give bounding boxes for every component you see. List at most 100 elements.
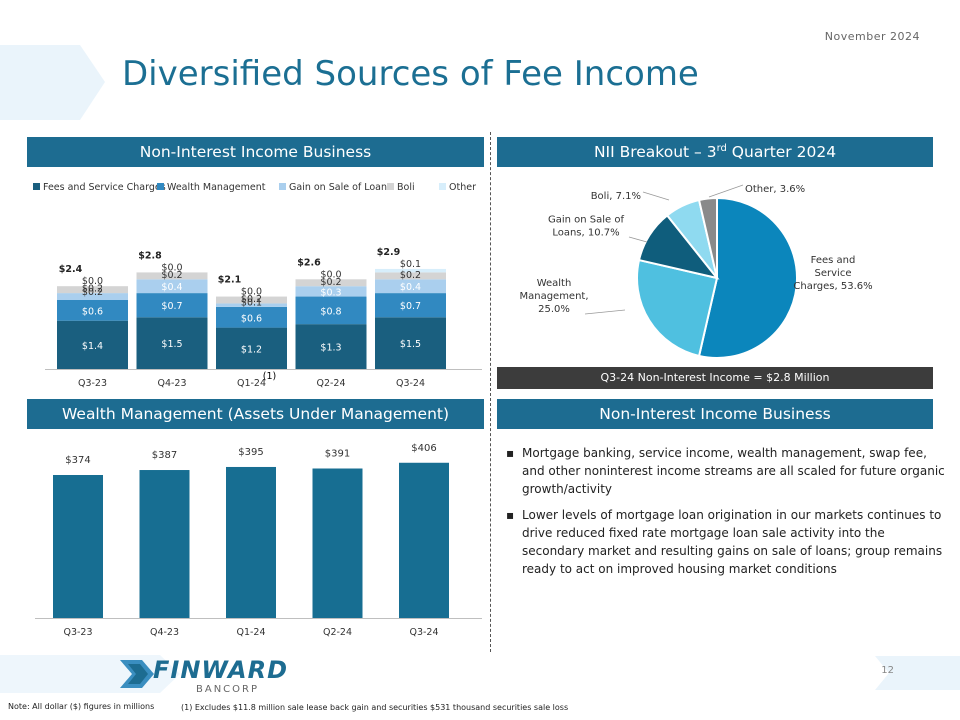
data-label: $0.2 [82,287,103,298]
category-label: Q1-24 [237,378,266,389]
data-label: $0.4 [400,282,421,293]
data-label: $0.1 [400,259,421,270]
data-label: $1.5 [161,339,182,350]
pie-label: Other, 3.6% [745,184,805,195]
stacked-bar-chart: Fees and Service Charges Wealth Managemen… [33,182,482,389]
data-label: $0.2 [241,294,262,305]
total-label: $2.9 [377,247,400,258]
total-income-label: Q3-24 Non-Interest Income = $2.8 Million [497,367,933,389]
category-label: Q1-24 [236,627,265,638]
data-label: $1.5 [400,339,421,350]
data-label: $387 [152,450,177,461]
category-note: (1) [263,371,276,382]
bar-segment-3 [216,296,287,304]
data-label: $0.2 [400,270,421,281]
bar-segment-3 [295,279,367,287]
bar-segment-4 [375,268,446,273]
category-label: Q4-23 [157,378,186,389]
legend-label: Wealth Management [167,182,266,193]
data-label: $374 [65,455,90,466]
decorative-banner-shape [0,45,105,120]
bar-segment-2 [57,293,128,300]
aum-bar [399,462,449,618]
legend-label: Fees and Service Charges [43,182,166,193]
pie-slice [636,258,719,358]
pie-label: Service [815,268,852,279]
note-text: Note: All dollar ($) figures in millions [8,702,155,711]
data-label: $1.4 [82,341,103,352]
data-label: $0.7 [400,301,421,312]
leader-line [708,184,744,198]
legend-label: Boli [397,182,415,193]
bar-segment-0 [295,324,367,369]
bar-segment-3 [57,286,128,294]
leader-line [628,236,648,243]
logo-name: FINWARD [153,656,289,684]
category-label: Q2-24 [316,378,345,389]
data-label: $395 [238,447,263,458]
aum-bar [53,475,103,618]
bar-segment-3 [136,272,208,280]
panel-header-nii-breakout: NII Breakout – 3rd Quarter 2024 [497,137,933,167]
category-label: Q3-23 [63,627,92,638]
legend-swatch [439,183,446,190]
bar-segment-1 [57,300,128,321]
data-label: $0.2 [161,270,182,281]
bar-segment-1 [216,306,287,328]
footnote-text: (1) Excludes $11.8 million sale lease ba… [181,703,569,712]
date-label: November 2024 [824,30,920,43]
nii-breakout-title-main: NII Breakout – 3 [593,143,717,161]
leader-line [642,191,670,201]
data-label: $0.4 [161,282,182,293]
bullet-list: Mortgage banking, service income, wealth… [505,444,945,586]
data-label: $0.2 [320,277,341,288]
bar-segment-1 [375,293,446,318]
legend-swatch [33,183,40,190]
category-label: Q3-24 [396,378,425,389]
page-number: 12 [881,665,894,676]
data-label: $0.0 [320,269,341,280]
total-label: $2.1 [218,275,241,286]
data-label: $0.1 [241,297,262,308]
page-title: Diversified Sources of Fee Income [122,54,699,94]
data-label: $0.8 [320,306,341,317]
total-label: $2.6 [297,257,321,268]
data-label: $0.6 [82,306,103,317]
bar-segment-2 [375,279,446,294]
pie-label: Loans, 10.7% [552,228,619,239]
data-label: $0.0 [161,262,182,273]
legend-swatch [387,183,394,190]
data-label: $406 [411,443,436,454]
aum-bar [312,468,363,618]
bar-segment-0 [136,317,208,369]
panel-divider [490,132,491,652]
bar-segment-1 [136,293,208,318]
total-label: $2.8 [138,250,162,261]
bullet-item: Lower levels of mortgage loan originatio… [505,506,945,578]
nii-breakout-title-sup: rd [716,142,727,154]
pie-label: 25.0% [538,304,570,315]
aum-bar [226,466,276,618]
data-label: $1.3 [320,343,341,354]
pie-label: Fees and [811,255,856,266]
legend-swatch [279,183,286,190]
pie-slice [697,196,718,279]
category-label: Q3-24 [409,627,438,638]
category-label: Q3-23 [78,378,107,389]
pie-label: Gain on Sale of [548,215,625,226]
category-label: Q2-24 [323,627,352,638]
data-label: $1.2 [241,344,262,355]
finward-logo-icon [120,660,154,688]
logo-subtitle: BANCORP [196,684,260,695]
data-label: $391 [325,449,350,460]
pie-label: Charges, 53.6% [793,281,872,292]
pie-slice [697,196,798,359]
bar-segment-2 [295,286,367,297]
category-label: Q4-23 [150,627,179,638]
pie-label: Wealth [537,278,572,289]
legend-label: Gain on Sale of Loans [289,182,392,193]
legend-swatch [157,183,164,190]
bar-segment-0 [216,327,287,369]
pie-label: Boli, 7.1% [591,191,641,202]
bar-segment-2 [136,279,208,294]
